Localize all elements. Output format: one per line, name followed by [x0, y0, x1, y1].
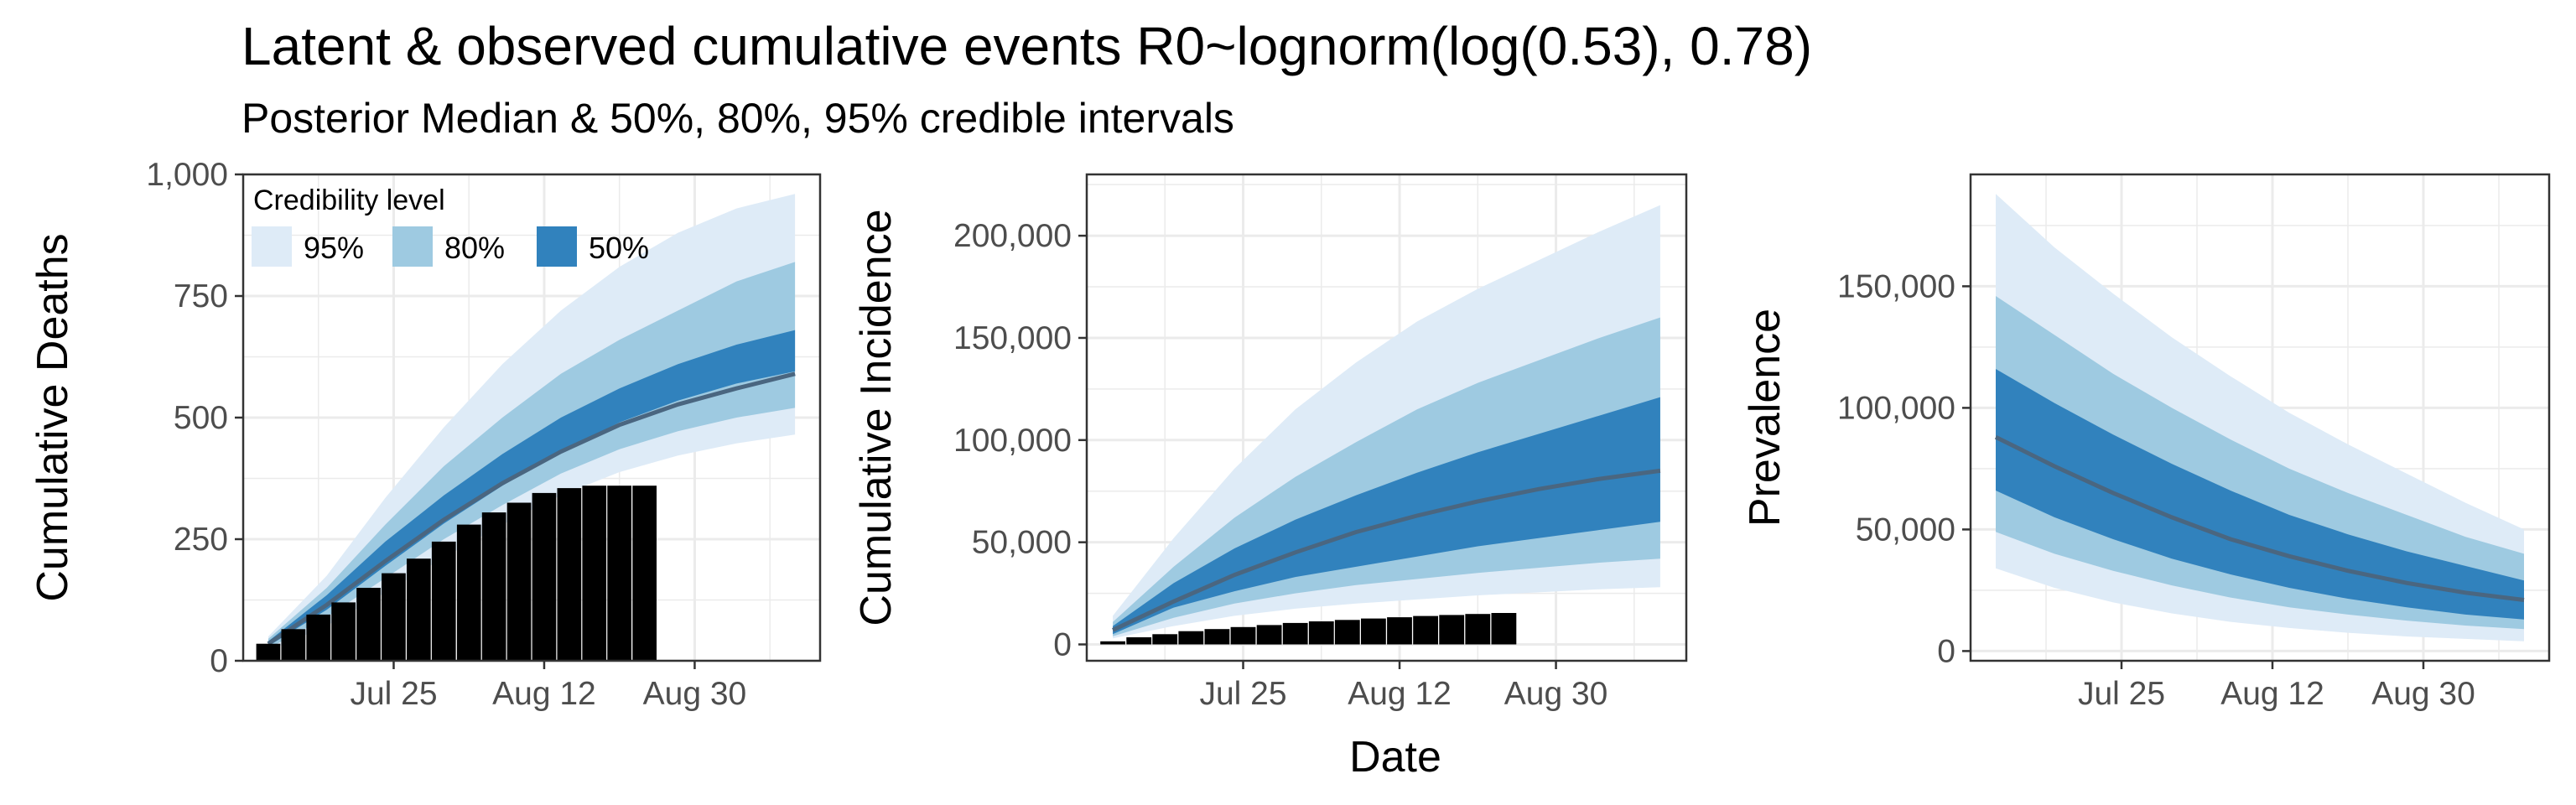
x-tick-label: Jul 25: [2078, 676, 2165, 712]
y-tick-label: 100,000: [953, 423, 1072, 459]
median-line: [1112, 468, 1661, 632]
chart-title: Latent & observed cumulative events R0~l…: [242, 16, 1813, 76]
observed-bar: [481, 512, 506, 661]
observed-bar: [306, 614, 331, 661]
panel-1: 0 250 500 750 1,000 Jul 25 Aug 12 Aug 30 Cumulat…: [29, 157, 822, 712]
observed-bar: [456, 524, 481, 661]
observed-bar: [1256, 625, 1282, 645]
x-tick-label: Aug 12: [492, 676, 596, 712]
x-tick-label: Aug 30: [2371, 676, 2475, 712]
band-80: [1996, 296, 2524, 630]
observed-bar: [532, 492, 557, 661]
observed-bar: [632, 486, 657, 661]
observed-bar: [1361, 618, 1386, 645]
observed-bar: [281, 629, 306, 661]
band-50: [1996, 369, 2524, 620]
observed-bar: [1413, 615, 1438, 645]
legend-title: Credibility level: [253, 184, 445, 216]
observed-bar: [256, 643, 281, 661]
band-50: [267, 330, 796, 647]
legend: Credibility level 95% 80% 50%: [252, 184, 649, 267]
observed-bars: [1100, 613, 1517, 645]
x-tick-label: Aug 30: [643, 676, 747, 712]
x-tick-label: Aug 12: [2220, 676, 2324, 712]
observed-bar: [407, 558, 431, 661]
median-line: [267, 371, 796, 646]
y-tick-label: 200,000: [953, 218, 1072, 254]
y-tick-label: 750: [174, 278, 228, 314]
observed-bar: [1439, 615, 1465, 645]
legend-label: 50%: [589, 231, 649, 265]
observed-bar: [1204, 629, 1230, 645]
observed-bar: [1387, 617, 1412, 645]
panel-border: [1969, 173, 2551, 662]
y-tick-label: 0: [1053, 627, 1072, 663]
y-tick-label: 1,000: [146, 157, 228, 193]
observed-bar: [607, 486, 631, 661]
observed-bar: [1230, 626, 1256, 645]
panel-2: 0 50,000 100,000 150,000 200,000 Jul 25 Aug 12…: [852, 173, 1688, 782]
observed-bar: [1282, 622, 1308, 645]
observed-bar: [1491, 613, 1517, 645]
observed-bars: [256, 486, 657, 661]
legend-swatch: [537, 226, 577, 267]
y-tick-label: 250: [174, 522, 228, 558]
y-tick-label: 500: [174, 400, 228, 436]
legend-swatch: [252, 226, 292, 267]
x-tick-label: Jul 25: [1199, 676, 1286, 712]
panel-border: [1085, 173, 1688, 662]
observed-bar: [356, 588, 381, 661]
legend-swatch: [392, 226, 433, 267]
x-axis-title: Date: [1349, 733, 1441, 782]
panel-3: 0 50,000 100,000 150,000 Jul 25 Aug 12 Aug 30 P…: [1741, 173, 2551, 712]
band-50: [1113, 397, 1660, 635]
observed-bar: [382, 573, 406, 661]
legend-label: 95%: [304, 231, 364, 265]
x-tick-label: Jul 25: [350, 676, 437, 712]
observed-bar: [1178, 631, 1204, 645]
y-tick-label: 50,000: [972, 525, 1072, 561]
median-line: [1994, 434, 2525, 602]
chart-subtitle: Posterior Median & 50%, 80%, 95% credibl…: [242, 95, 1234, 142]
y-axis-title: Cumulative Deaths: [29, 233, 77, 601]
y-tick-label: 150,000: [953, 320, 1072, 356]
legend-label: 80%: [444, 231, 505, 265]
observed-bar: [1152, 634, 1178, 645]
y-tick-label: 50,000: [1856, 512, 1955, 548]
observed-bar: [1100, 641, 1125, 645]
observed-bar: [506, 502, 532, 661]
observed-bar: [557, 488, 582, 661]
observed-bar: [1334, 620, 1360, 645]
y-tick-label: 100,000: [1837, 390, 1955, 426]
observed-bar: [582, 486, 607, 661]
y-axis-title: Prevalence: [1741, 309, 1789, 527]
y-tick-label: 0: [1937, 633, 1955, 669]
x-tick-label: Aug 30: [1504, 676, 1608, 712]
observed-bar: [1308, 621, 1334, 645]
observed-bar: [431, 541, 456, 661]
y-axis-title: Cumulative Incidence: [852, 209, 901, 626]
observed-bar: [1126, 637, 1152, 645]
observed-bar: [331, 602, 356, 661]
x-tick-label: Aug 12: [1348, 676, 1452, 712]
observed-bar: [1465, 614, 1491, 645]
y-tick-label: 0: [210, 643, 228, 679]
y-tick-label: 150,000: [1837, 268, 1955, 304]
